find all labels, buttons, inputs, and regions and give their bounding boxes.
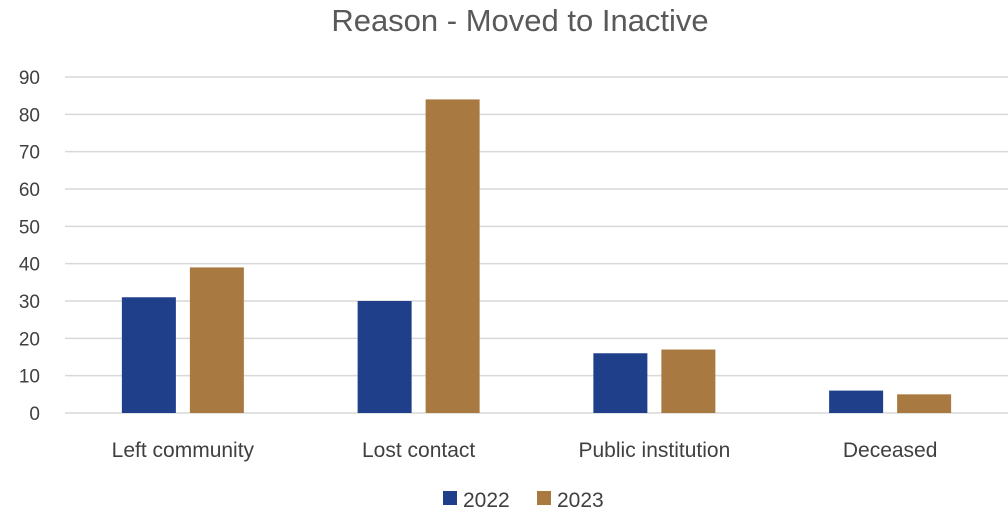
y-tick-label: 50 — [19, 217, 40, 238]
y-tick-label: 40 — [19, 255, 40, 276]
legend-label-2022: 2022 — [463, 489, 510, 512]
x-category-label: Deceased — [843, 439, 938, 462]
y-axis-ticks: 0 10 20 30 40 50 60 70 80 90 — [19, 68, 40, 425]
legend: 2022 2023 — [443, 489, 604, 512]
bar-2023-lost-contact — [425, 99, 480, 414]
legend-swatch-2023 — [537, 491, 551, 505]
y-tick-label: 10 — [19, 367, 40, 388]
y-tick-label: 80 — [19, 105, 40, 126]
bar-2022-deceased — [829, 390, 884, 413]
bar-2022-left-community — [121, 297, 176, 413]
y-tick-label: 70 — [19, 143, 40, 164]
x-category-label: Left community — [112, 439, 255, 462]
bars — [121, 99, 952, 414]
bar-2022-lost-contact — [357, 301, 412, 413]
y-tick-label: 0 — [29, 404, 40, 425]
bar-2023-left-community — [189, 267, 244, 413]
x-category-label: Lost contact — [362, 439, 475, 462]
y-tick-label: 60 — [19, 180, 40, 201]
bar-2023-public-institution — [661, 349, 716, 413]
y-tick-label: 30 — [19, 292, 40, 313]
legend-label-2023: 2023 — [557, 489, 604, 512]
x-category-label: Public institution — [579, 439, 731, 462]
bar-2022-public-institution — [593, 353, 648, 413]
y-tick-label: 90 — [19, 68, 40, 89]
legend-swatch-2022 — [443, 491, 457, 505]
x-axis-labels: Left community Lost contact Public institu… — [112, 439, 938, 462]
y-tick-label: 20 — [19, 329, 40, 350]
bar-2023-deceased — [897, 394, 952, 413]
chart-title: Reason - Moved to Inactive — [331, 3, 708, 38]
